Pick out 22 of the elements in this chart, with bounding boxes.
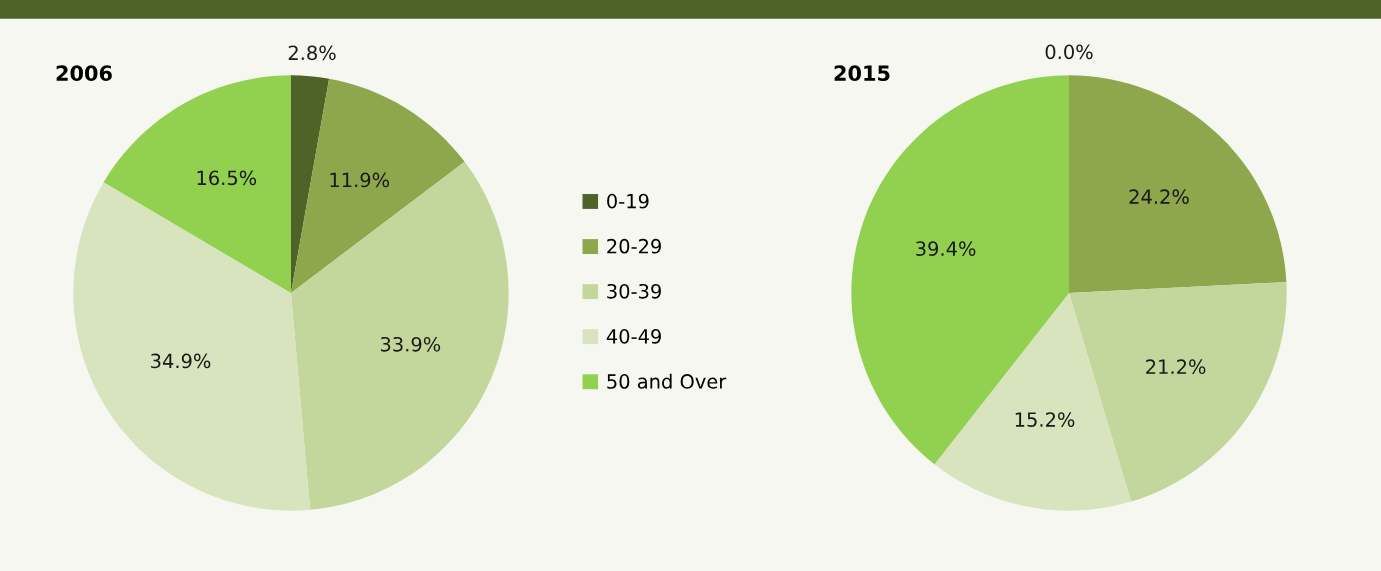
data-label: 34.9% [151,353,211,369]
legend-label: 50 and Over [607,373,727,389]
data-label: 39.4% [916,241,976,256]
chart-title: 2015 [834,65,890,82]
text: 2006 [56,65,112,82]
pie-slice [291,75,330,293]
pie-slice [291,161,509,510]
data-label: 15.2% [1015,412,1075,427]
text: 0.0% [1045,44,1093,60]
pie-slice [934,293,1132,511]
data-label: 16.5% [197,170,257,186]
legend-label: 40-49 [606,329,661,344]
data-label: 33.9% [380,336,441,352]
data-label: 11.9% [330,172,390,188]
legend-label: 30-39 [607,283,661,299]
pie-slice [1069,75,1287,293]
data-label: 2.8% [288,45,336,61]
data-label: 21.2% [1146,359,1206,375]
legend-label: 20-29 [607,238,661,254]
data-label: 24.2% [1129,189,1189,205]
legend-label: 0-19 [607,193,649,209]
pie-slice [291,78,465,293]
